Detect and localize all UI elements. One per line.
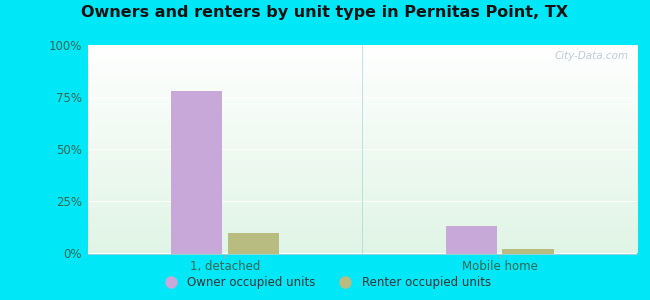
Text: Owners and renters by unit type in Pernitas Point, TX: Owners and renters by unit type in Perni… (81, 4, 569, 20)
Bar (502, 249, 554, 254)
Legend: Owner occupied units, Renter occupied units: Owner occupied units, Renter occupied un… (154, 272, 496, 294)
Text: City-Data.com: City-Data.com (554, 51, 629, 61)
Bar (171, 91, 222, 254)
Bar (227, 233, 279, 254)
Bar (446, 226, 497, 254)
